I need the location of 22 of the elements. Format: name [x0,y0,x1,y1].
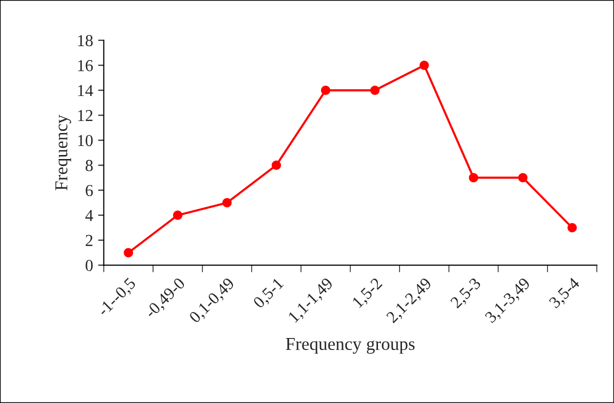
x-axis-title: Frequency groups [286,338,415,354]
point [370,86,380,95]
point [173,210,182,220]
point [124,248,134,258]
y-tick-label: 6 [86,184,93,196]
y-tick-label: 14 [78,85,94,96]
point [272,160,282,170]
y-tick-label: 10 [78,134,93,146]
point [518,173,528,182]
point [468,173,478,182]
y-tick-label: 16 [78,60,93,72]
y-axis-title: Frequency [55,114,72,190]
y-tick-label: 4 [85,210,94,221]
y-tick-label: 2 [86,234,92,246]
point [222,198,232,208]
y-tick-label: 0 [86,260,93,272]
y-tick-label: 18 [78,35,93,46]
y-tick-label: 12 [78,110,92,122]
point [420,60,429,70]
point [320,86,330,95]
point [567,223,577,232]
y-tick-label: 8 [86,160,93,172]
